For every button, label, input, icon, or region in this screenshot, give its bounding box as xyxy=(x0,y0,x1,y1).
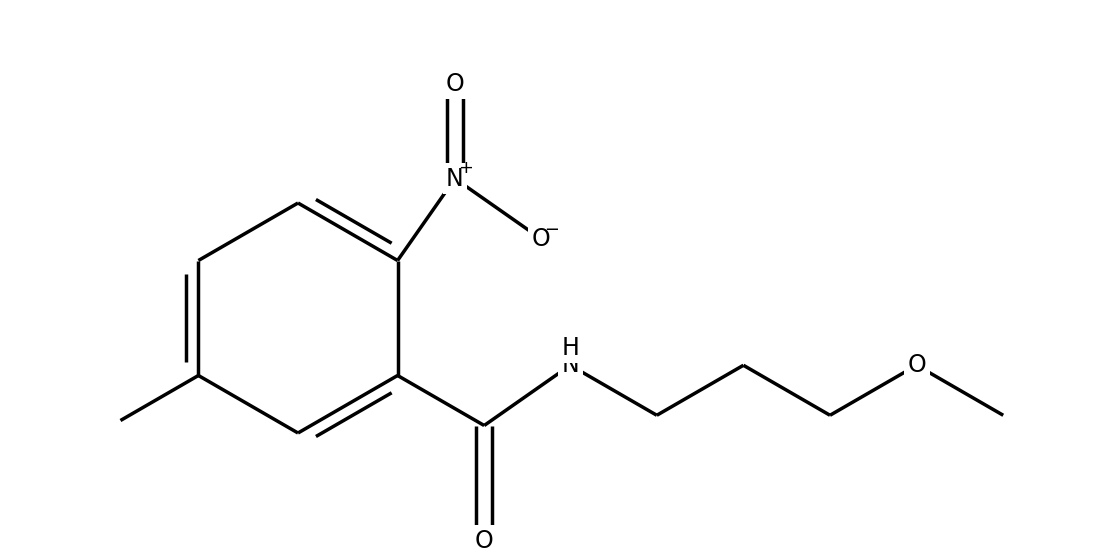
Text: O: O xyxy=(907,353,926,377)
Text: O: O xyxy=(531,227,550,251)
Text: +: + xyxy=(458,159,473,177)
Text: O: O xyxy=(445,72,464,95)
Text: H: H xyxy=(561,336,580,360)
Text: −: − xyxy=(544,221,559,240)
Text: N: N xyxy=(446,167,464,190)
Text: N: N xyxy=(561,353,579,377)
Text: O: O xyxy=(475,528,494,552)
